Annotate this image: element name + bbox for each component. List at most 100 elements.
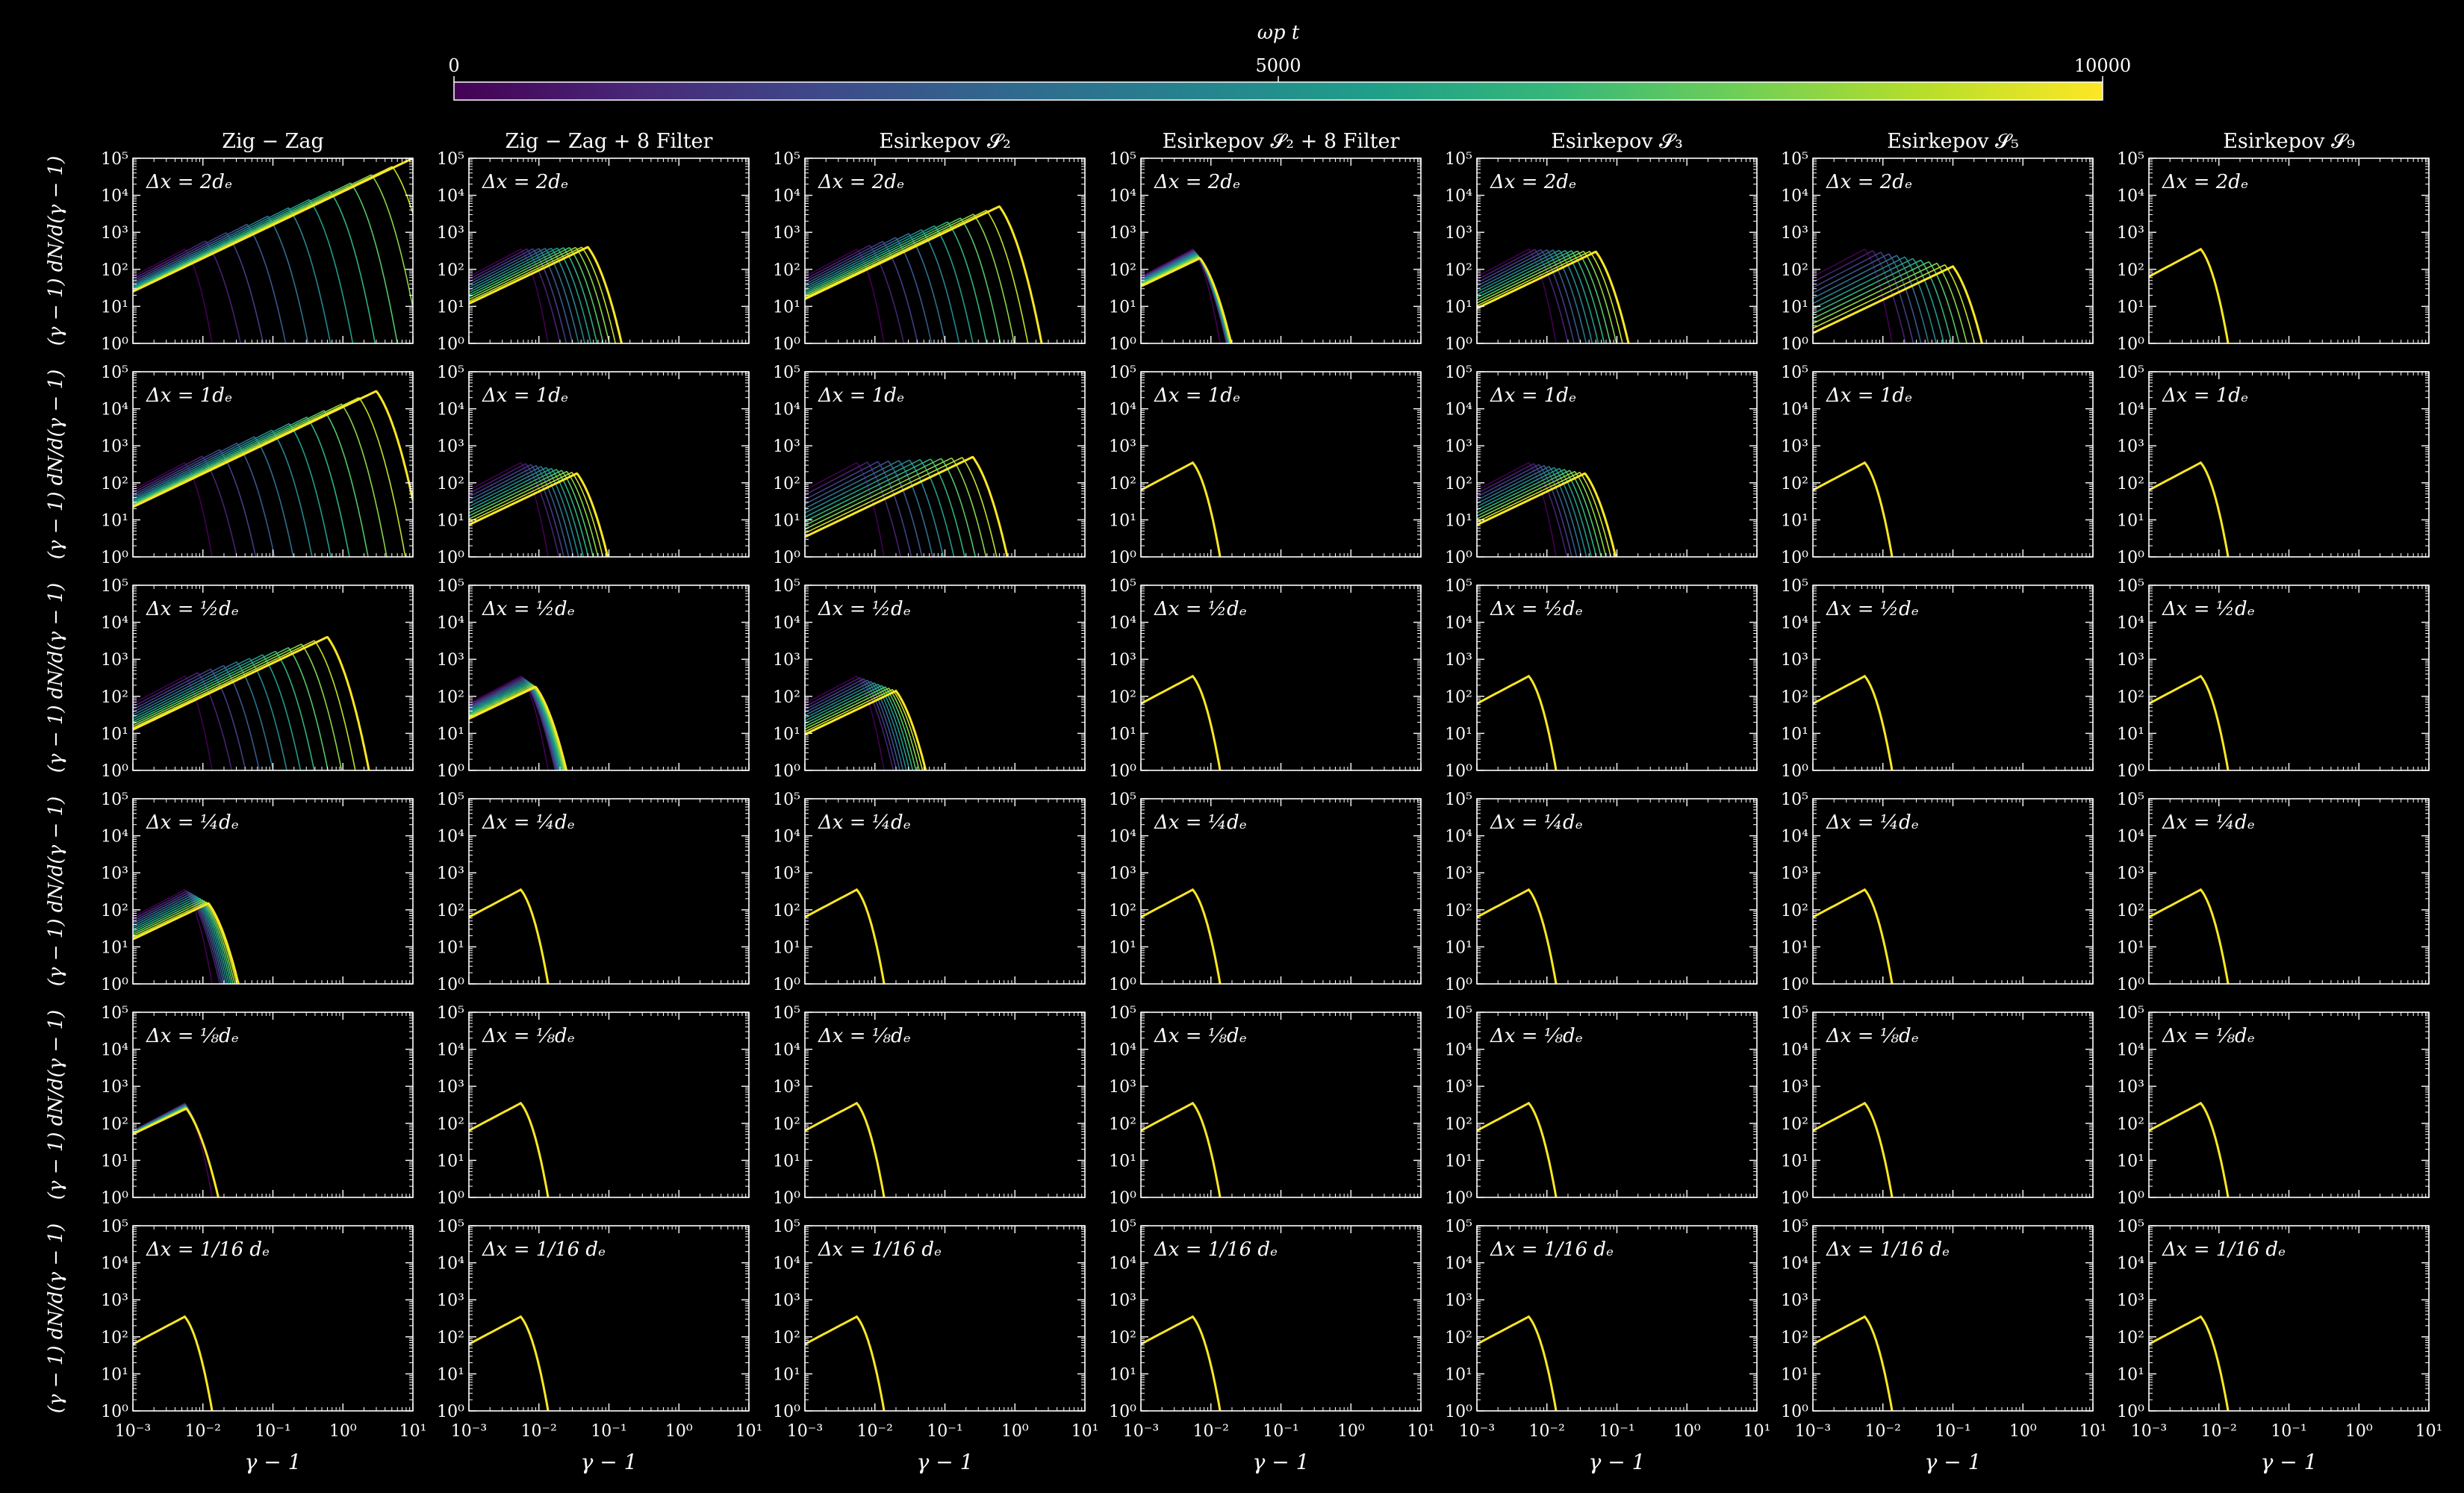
spectrum-line	[469, 466, 574, 557]
spectrum-line	[805, 684, 910, 770]
spectrum-line	[1477, 471, 1612, 557]
y-tick-label: 10¹	[1781, 511, 1808, 530]
y-tick-label: 10⁵	[1445, 791, 1472, 809]
y-tick-label: 10¹	[101, 725, 128, 744]
y-tick-label: 10²	[437, 261, 464, 280]
spectrum-line	[805, 459, 945, 557]
resolution-label: Δx = ¼dₑ	[1826, 811, 1919, 834]
spectrum-line	[1141, 674, 1222, 770]
y-tick-label: 10³	[1445, 224, 1472, 243]
y-tick-label: 10⁵	[1781, 791, 1808, 809]
spectrum-line	[1813, 265, 1984, 343]
spectrum-line	[2149, 888, 2230, 984]
y-tick-label: 10⁴	[1109, 401, 1136, 420]
spectrum-line	[805, 675, 885, 770]
spectrum-line	[805, 457, 998, 557]
y-tick-label: 10¹	[1781, 725, 1808, 744]
spectrum-line	[133, 190, 376, 343]
spectrum-line	[469, 247, 604, 343]
spectrum-line	[805, 248, 885, 343]
y-tick-label: 10²	[1109, 475, 1136, 493]
y-tick-label: 10²	[101, 688, 128, 707]
subplot: Δx = 1dₑ 10⁰ 10¹ 10² 10³ 10⁴ 10⁵	[773, 364, 1086, 567]
y-tick-label: 10²	[437, 475, 464, 493]
spectrum-line	[133, 231, 264, 343]
y-tick-label: 10²	[773, 902, 800, 920]
y-tick-label: 10⁴	[1445, 187, 1472, 206]
spectrum-line	[805, 245, 905, 343]
spectrum-line	[805, 461, 902, 557]
subplot: Δx = 2dₑ Esirkepov 𝓢₅ 10⁰ 10¹ 10² 10³ 10⁴ 10⁵	[1781, 130, 2094, 354]
resolution-label: Δx = 2dₑ	[1490, 171, 1576, 193]
y-tick-label: 10²	[1445, 902, 1472, 920]
y-tick-label: 10²	[773, 261, 800, 280]
y-tick-label: 10⁰	[437, 976, 464, 994]
y-tick-label: 10⁰	[1445, 335, 1472, 354]
y-tick-label: 10²	[1781, 475, 1808, 493]
y-tick-label: 10¹	[1781, 298, 1808, 317]
spectrum-line	[133, 643, 343, 770]
colorbar-bar	[453, 81, 2103, 101]
y-tick-label: 10¹	[1109, 725, 1136, 744]
column-title: Esirkepov 𝓢₉	[2223, 130, 2355, 153]
spectrum-line	[805, 460, 923, 557]
spectrum-line	[1477, 464, 1578, 557]
spectrum-line	[133, 240, 242, 343]
spectrum-line	[1813, 258, 1945, 343]
spectrum-line	[1477, 469, 1597, 557]
spectrum-line	[469, 464, 570, 557]
spectrum-line	[1141, 888, 1222, 984]
y-tick-label: 10⁵	[773, 577, 800, 596]
y-tick-label: 10³	[773, 651, 800, 670]
y-tick-label: 10⁰	[101, 335, 128, 354]
y-tick-label: 10³	[437, 651, 464, 670]
y-tick-label: 10¹	[1781, 938, 1808, 957]
spectrum-line	[805, 217, 1001, 343]
spectrum-line	[469, 679, 559, 770]
spectrum-line	[133, 891, 223, 984]
y-tick-label: 10²	[2117, 261, 2144, 280]
spectrum-line	[133, 182, 398, 343]
subplot: Δx = 1dₑ 10⁰ 10¹ 10² 10³ 10⁴ 10⁵	[2117, 364, 2430, 567]
spectrum-line	[469, 684, 565, 770]
colorbar-tick-label: 0	[448, 55, 459, 76]
spectrum-line	[1477, 467, 1593, 557]
y-tick-label: 10¹	[1445, 725, 1472, 744]
y-tick-label: 10⁴	[1445, 614, 1472, 633]
spectrum-line	[133, 207, 332, 343]
subplot: Δx = 2dₑ Esirkepov 𝓢₂ 10⁰ 10¹ 10² 10³ 10⁴ 10⁵	[773, 130, 1086, 354]
spectrum-line	[133, 436, 294, 557]
spectrum-line	[1813, 262, 1967, 343]
spectrum-line	[805, 685, 914, 770]
y-tick-label: 10⁰	[1109, 762, 1136, 781]
y-tick-label: 10³	[773, 864, 800, 883]
subplot: Δx = 2dₑ Esirkepov 𝓢₃ 10⁰ 10¹ 10² 10³ 10⁴ 10⁵	[1445, 130, 1758, 354]
y-tick-label: 10¹	[1109, 298, 1136, 317]
y-tick-label: 10¹	[1109, 511, 1136, 530]
y-tick-label: 10¹	[437, 938, 464, 957]
spectrum-line	[469, 246, 598, 343]
y-tick-label: 10⁴	[101, 187, 128, 206]
y-tick-label: 10³	[1781, 864, 1808, 883]
spectrum-line	[1477, 470, 1607, 557]
y-tick-label: 10³	[2117, 437, 2144, 456]
y-tick-label: 10³	[101, 864, 128, 883]
y-axis-label: (γ − 1) dN/d(γ − 1)	[45, 797, 67, 986]
y-tick-label: 10³	[1109, 224, 1136, 243]
y-tick-label: 10⁰	[1445, 976, 1472, 994]
y-tick-label: 10²	[1781, 688, 1808, 707]
y-tick-label: 10⁰	[2117, 549, 2144, 567]
y-tick-label: 10²	[773, 475, 800, 493]
spectrum-line	[805, 240, 918, 343]
spectrum-line	[133, 664, 261, 770]
resolution-label: Δx = ½dₑ	[818, 598, 911, 620]
y-tick-label: 10¹	[101, 298, 128, 317]
spectrum-line	[133, 888, 213, 984]
y-axis-label: (γ − 1) dN/d(γ − 1)	[45, 583, 67, 773]
y-tick-label: 10⁰	[1109, 976, 1136, 994]
y-tick-label: 10⁵	[1781, 150, 1808, 169]
y-tick-label: 10³	[1109, 651, 1136, 670]
y-tick-label: 10³	[1781, 651, 1808, 670]
spectrum-line	[133, 410, 369, 557]
spectrum-line	[1141, 461, 1222, 557]
